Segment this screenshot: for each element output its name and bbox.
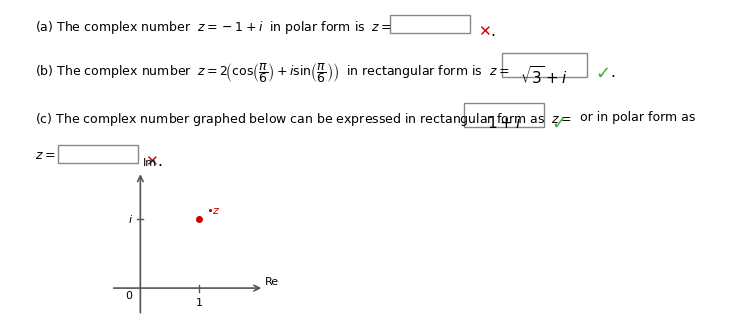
Text: (a) The complex number  $z = -1 + i$  in polar form is  $z =$: (a) The complex number $z = -1 + i$ in p…	[35, 19, 392, 36]
Text: $i$: $i$	[128, 214, 133, 225]
FancyBboxPatch shape	[390, 15, 470, 33]
Text: $z =$: $z =$	[35, 149, 56, 162]
Text: (b) The complex number  $z = 2\!\left(\cos\!\left(\dfrac{\pi}{6}\right) + i\sin\: (b) The complex number $z = 2\!\left(\co…	[35, 61, 509, 85]
Text: ✕: ✕	[478, 24, 490, 39]
Text: Im: Im	[143, 158, 158, 168]
FancyBboxPatch shape	[464, 103, 544, 127]
Text: or in polar form as: or in polar form as	[572, 111, 695, 124]
Text: ✓: ✓	[595, 65, 610, 83]
Text: $\bullet z$: $\bullet z$	[206, 206, 221, 216]
Text: ✕: ✕	[145, 154, 158, 169]
Text: $0$: $0$	[125, 290, 134, 301]
Text: $1$: $1$	[195, 296, 203, 308]
Text: ✓: ✓	[551, 115, 566, 133]
Text: $1 + i$: $1 + i$	[487, 115, 521, 131]
Text: (c) The complex number graphed below can be expressed in rectangular form as  $z: (c) The complex number graphed below can…	[35, 111, 572, 128]
Text: .: .	[490, 24, 495, 39]
Text: .: .	[157, 154, 162, 169]
Text: Re: Re	[266, 277, 280, 287]
Text: $\sqrt{3} + i$: $\sqrt{3} + i$	[520, 65, 568, 87]
FancyBboxPatch shape	[58, 145, 138, 163]
FancyBboxPatch shape	[502, 53, 587, 77]
Text: .: .	[610, 65, 615, 80]
